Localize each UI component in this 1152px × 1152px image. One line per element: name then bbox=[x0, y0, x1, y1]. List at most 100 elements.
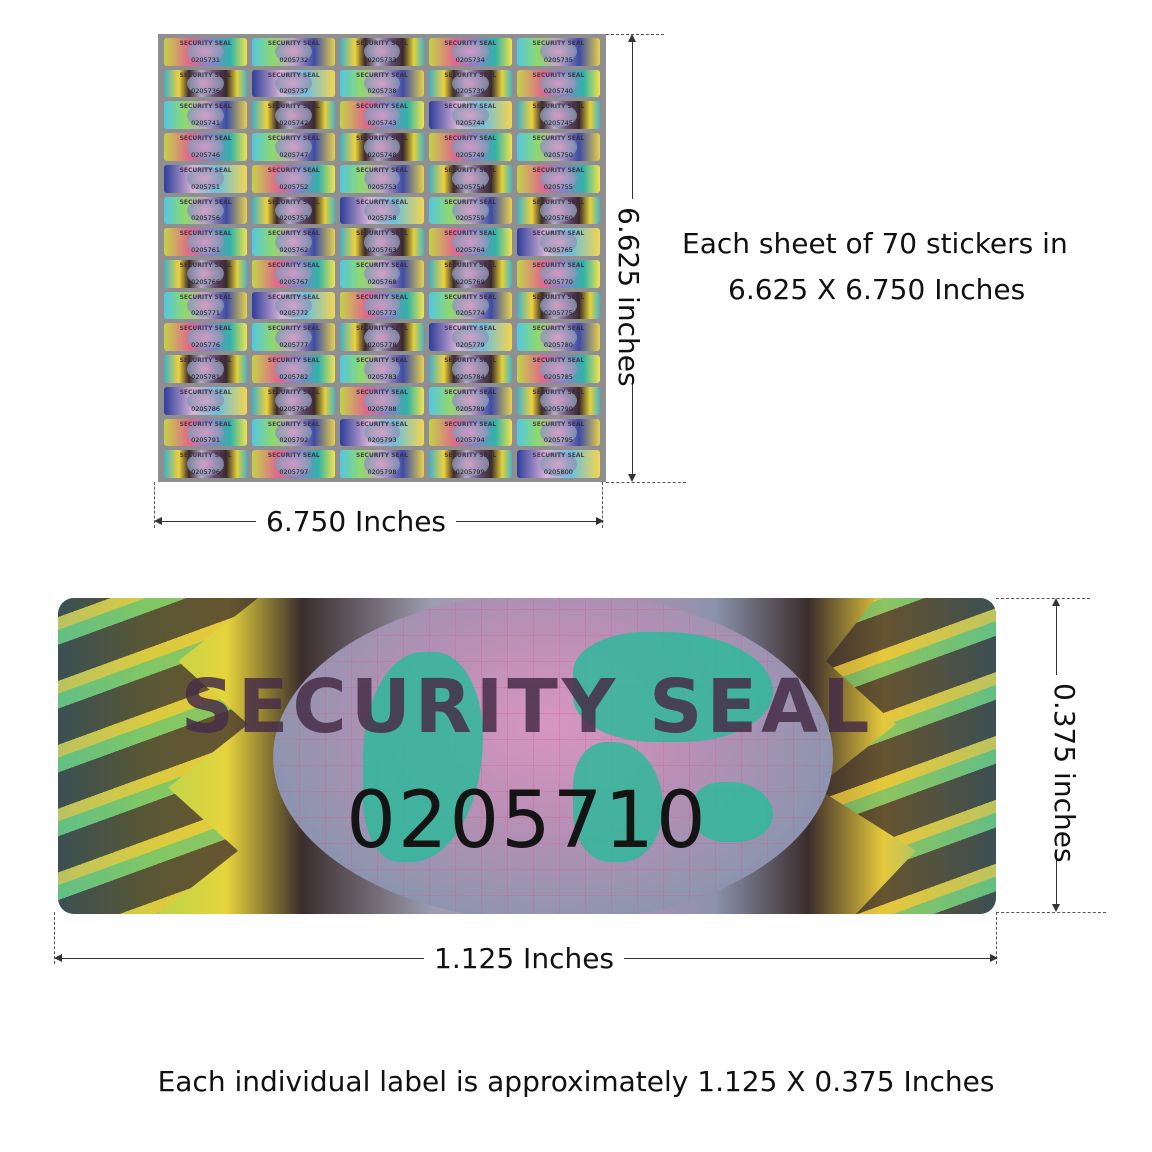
mini-sticker: SECURITY SEAL 0205797 bbox=[252, 450, 336, 478]
mini-sticker-globe bbox=[540, 230, 577, 254]
continent-australia bbox=[693, 782, 773, 842]
mini-sticker-seal-text: SECURITY SEAL bbox=[267, 452, 320, 460]
mini-sticker-serial: 0205747 bbox=[279, 150, 309, 159]
mini-sticker: SECURITY SEAL 0205771 bbox=[164, 291, 248, 320]
mini-sticker-serial: 0205765 bbox=[543, 245, 573, 254]
mini-sticker-serial: 0205758 bbox=[367, 214, 397, 223]
mini-sticker-serial: 0205786 bbox=[191, 404, 221, 413]
mini-sticker-serial: 0205767 bbox=[279, 277, 309, 286]
mini-sticker-serial: 0205732 bbox=[279, 55, 309, 64]
mini-sticker-globe bbox=[451, 389, 489, 413]
mini-sticker-seal-text: SECURITY SEAL bbox=[532, 230, 585, 238]
mini-sticker-globe bbox=[451, 167, 489, 191]
mini-sticker-serial: 0205748 bbox=[367, 150, 397, 159]
mini-sticker: SECURITY SEAL 0205759 bbox=[428, 196, 512, 225]
mini-sticker-seal-text: SECURITY SEAL bbox=[179, 261, 232, 269]
mini-sticker-seal-text: SECURITY SEAL bbox=[267, 420, 320, 428]
sheet-width-arrow-right bbox=[596, 517, 604, 525]
label-width-arrow-right bbox=[990, 954, 998, 962]
mini-sticker: SECURITY SEAL 0205780 bbox=[516, 323, 600, 352]
mini-sticker-seal-text: SECURITY SEAL bbox=[532, 135, 585, 143]
mini-sticker: SECURITY SEAL 0205750 bbox=[516, 133, 600, 161]
mini-sticker-globe bbox=[540, 325, 577, 349]
mini-sticker-seal-text: SECURITY SEAL bbox=[532, 357, 585, 365]
mini-sticker-seal-text: SECURITY SEAL bbox=[532, 452, 585, 460]
mini-sticker: SECURITY SEAL 0205742 bbox=[252, 101, 336, 130]
mini-sticker-globe bbox=[451, 262, 489, 286]
mini-sticker: SECURITY SEAL 0205793 bbox=[340, 418, 424, 447]
mini-sticker-globe bbox=[275, 325, 313, 349]
mini-sticker: SECURITY SEAL 0205784 bbox=[428, 355, 512, 383]
mini-sticker-serial: 0205793 bbox=[367, 436, 397, 445]
mini-sticker-seal-text: SECURITY SEAL bbox=[532, 388, 585, 396]
mini-sticker-globe bbox=[363, 198, 401, 223]
mini-sticker: SECURITY SEAL 0205774 bbox=[428, 291, 512, 320]
mini-sticker: SECURITY SEAL 0205790 bbox=[516, 386, 600, 415]
mini-sticker: SECURITY SEAL 0205772 bbox=[252, 291, 336, 320]
mini-sticker: SECURITY SEAL 0205739 bbox=[428, 69, 512, 98]
mini-sticker-serial: 0205737 bbox=[279, 87, 309, 96]
mini-sticker-serial: 0205799 bbox=[455, 467, 485, 476]
mini-sticker: SECURITY SEAL 0205782 bbox=[252, 355, 336, 383]
mini-sticker-serial: 0205756 bbox=[191, 214, 221, 223]
label-bottom-extension-line bbox=[996, 912, 1106, 913]
mini-sticker-globe bbox=[363, 167, 401, 191]
mini-sticker: SECURITY SEAL 0205736 bbox=[164, 69, 248, 98]
mini-sticker: SECURITY SEAL 0205765 bbox=[516, 228, 600, 256]
mini-sticker-seal-text: SECURITY SEAL bbox=[267, 325, 320, 333]
mini-sticker-globe bbox=[275, 420, 313, 445]
mini-sticker: SECURITY SEAL 0205794 bbox=[428, 418, 512, 447]
mini-sticker-seal-text: SECURITY SEAL bbox=[179, 325, 232, 333]
mini-sticker: SECURITY SEAL 0205799 bbox=[428, 450, 512, 478]
mini-sticker-seal-text: SECURITY SEAL bbox=[267, 230, 320, 238]
mini-sticker-seal-text: SECURITY SEAL bbox=[179, 452, 232, 460]
mini-sticker-seal-text: SECURITY SEAL bbox=[267, 135, 320, 143]
mini-sticker-serial: 0205764 bbox=[455, 245, 485, 254]
mini-sticker: SECURITY SEAL 0205796 bbox=[164, 450, 248, 478]
mini-sticker-seal-text: SECURITY SEAL bbox=[444, 166, 497, 174]
mini-sticker-serial: 0205752 bbox=[279, 182, 309, 191]
mini-sticker-serial: 0205797 bbox=[279, 467, 309, 476]
mini-sticker: SECURITY SEAL 0205751 bbox=[164, 164, 248, 193]
label-right-extension-line bbox=[996, 912, 997, 964]
mini-sticker-seal-text: SECURITY SEAL bbox=[532, 166, 585, 174]
mini-sticker-globe bbox=[363, 389, 401, 413]
mini-sticker-serial: 0205734 bbox=[455, 55, 485, 64]
mini-sticker-seal-text: SECURITY SEAL bbox=[356, 388, 408, 396]
mini-sticker-globe bbox=[187, 262, 224, 286]
sheet-height-arrow-down bbox=[628, 474, 636, 482]
mini-sticker-serial: 0205743 bbox=[367, 119, 397, 128]
mini-sticker-seal-text: SECURITY SEAL bbox=[356, 261, 408, 269]
mini-sticker: SECURITY SEAL 0205735 bbox=[516, 38, 600, 66]
mini-sticker: SECURITY SEAL 0205753 bbox=[340, 164, 424, 193]
mini-sticker: SECURITY SEAL 0205749 bbox=[428, 133, 512, 161]
mini-sticker: SECURITY SEAL 0205740 bbox=[516, 69, 600, 98]
mini-sticker-globe bbox=[275, 103, 313, 127]
mini-sticker-seal-text: SECURITY SEAL bbox=[444, 135, 497, 143]
mini-sticker-serial: 0205733 bbox=[367, 55, 397, 64]
mini-sticker: SECURITY SEAL 0205737 bbox=[252, 69, 336, 98]
mini-sticker: SECURITY SEAL 0205744 bbox=[428, 101, 512, 130]
mini-sticker: SECURITY SEAL 0205788 bbox=[340, 386, 424, 415]
mini-sticker: SECURITY SEAL 0205763 bbox=[340, 228, 424, 256]
mini-sticker-globe bbox=[540, 198, 577, 223]
mini-sticker-globe bbox=[451, 198, 489, 223]
mini-sticker-serial: 0205753 bbox=[367, 182, 397, 191]
mini-sticker-globe bbox=[363, 230, 401, 254]
mini-sticker-globe bbox=[363, 452, 401, 476]
mini-sticker-seal-text: SECURITY SEAL bbox=[444, 325, 497, 333]
mini-sticker-serial: 0205781 bbox=[191, 372, 221, 381]
mini-sticker: SECURITY SEAL 0205755 bbox=[516, 164, 600, 193]
mini-sticker-seal-text: SECURITY SEAL bbox=[444, 357, 497, 365]
mini-sticker-seal-text: SECURITY SEAL bbox=[267, 293, 320, 301]
mini-sticker: SECURITY SEAL 0205741 bbox=[164, 101, 248, 130]
mini-sticker: SECURITY SEAL 0205743 bbox=[340, 101, 424, 130]
mini-sticker-globe bbox=[540, 357, 577, 381]
mini-sticker: SECURITY SEAL 0205769 bbox=[428, 259, 512, 288]
mini-sticker-globe bbox=[451, 325, 489, 349]
mini-sticker-globe bbox=[451, 357, 489, 381]
mini-sticker-globe bbox=[540, 71, 577, 96]
mini-sticker-globe bbox=[187, 230, 224, 254]
mini-sticker: SECURITY SEAL 0205747 bbox=[252, 133, 336, 161]
mini-sticker-seal-text: SECURITY SEAL bbox=[532, 40, 585, 47]
